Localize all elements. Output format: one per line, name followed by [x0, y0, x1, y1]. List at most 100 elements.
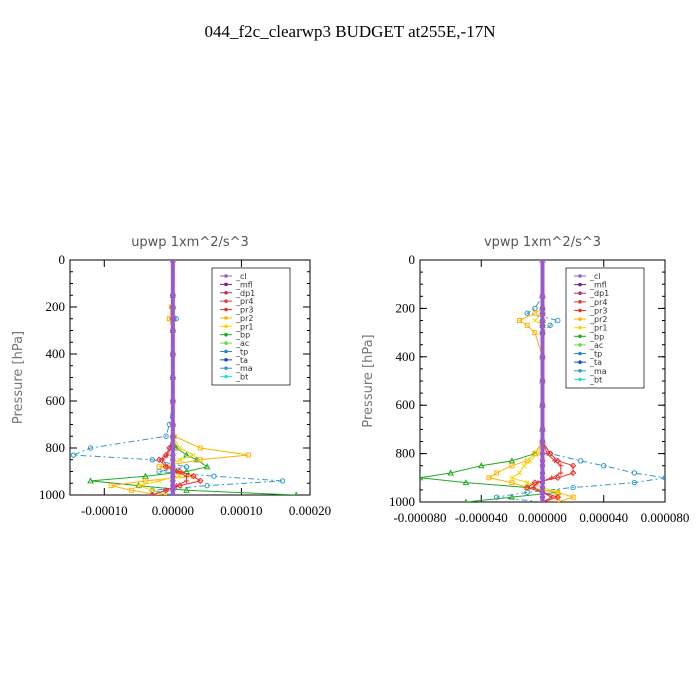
legend-label: _bt	[589, 375, 602, 384]
legend-marker	[578, 317, 582, 321]
legend-label: _ma	[235, 364, 253, 373]
data-point	[539, 402, 546, 408]
data-point	[539, 438, 546, 445]
x-tick-label: 0.00000	[152, 503, 194, 518]
legend-marker	[224, 366, 228, 371]
data-point	[494, 470, 500, 476]
y-tick-label: 600	[46, 393, 66, 408]
data-point	[203, 463, 211, 470]
data-point	[539, 293, 546, 299]
y-tick-label: 400	[396, 349, 416, 364]
data-point	[170, 292, 176, 298]
data-point	[170, 351, 176, 357]
data-point	[539, 426, 546, 433]
x-tick-label: 0.00010	[220, 503, 262, 518]
data-point	[447, 469, 454, 476]
legend-label: _pr3	[589, 306, 607, 315]
legend-label: _dp1	[235, 289, 255, 298]
data-point	[532, 310, 538, 316]
x-tick-label: -0.00010	[81, 503, 128, 518]
data-point	[142, 478, 148, 484]
y-axis-label: Pressure [hPa]	[11, 331, 26, 424]
data-point	[164, 464, 170, 470]
data-point	[662, 475, 665, 481]
data-point	[156, 478, 162, 484]
data-point	[170, 433, 176, 439]
data-point	[530, 484, 536, 490]
data-point	[136, 483, 141, 488]
y-tick-label: 800	[396, 446, 416, 461]
data-point	[570, 484, 576, 491]
data-point	[177, 445, 183, 451]
y-tick-label: 800	[46, 440, 66, 455]
data-point	[197, 477, 204, 485]
data-point	[549, 494, 555, 500]
data-point	[539, 329, 546, 336]
data-point	[142, 472, 149, 479]
data-point	[570, 494, 576, 500]
data-point	[183, 486, 190, 493]
y-tick-label: 1000	[389, 494, 415, 509]
legend-marker	[224, 316, 228, 320]
data-point	[170, 327, 176, 334]
data-point	[170, 398, 176, 404]
legend-label: _ac	[235, 339, 249, 348]
data-point	[569, 469, 577, 477]
y-axis-label: Pressure [hPa]	[361, 334, 376, 427]
legend-marker	[578, 291, 582, 296]
data-point	[631, 470, 638, 476]
data-point	[197, 457, 203, 463]
legend-marker	[578, 351, 582, 356]
legend-marker	[224, 290, 228, 295]
data-point	[517, 470, 522, 476]
legend-marker	[578, 308, 582, 313]
data-point	[509, 463, 515, 469]
data-point	[177, 473, 183, 479]
data-point	[532, 318, 538, 323]
data-point	[601, 463, 607, 469]
series-line-pr4	[532, 260, 562, 502]
legend-marker	[224, 332, 228, 337]
vpwp-panel: vpwp 1xm^2/s^3 Pressure [hPa] 0 200 400 600 80…	[361, 235, 689, 525]
legend-marker	[224, 307, 228, 312]
series-line-bp	[420, 260, 558, 502]
legend: _cl_mfl_dp1_pr4_pr3_pr2_pr1_bp_ac_tp_ta_…	[565, 267, 645, 389]
x-tick-label: -0.000080	[393, 510, 446, 525]
upwp-panel: upwp 1xm^2/s^3 Pressure [hPa] 0 200 400 600 80…	[11, 235, 331, 518]
legend-marker	[224, 299, 228, 303]
data-point	[544, 451, 550, 457]
data-point	[549, 475, 555, 481]
legend-label: _ma	[589, 367, 607, 376]
legend-marker	[224, 324, 228, 329]
legend-marker	[578, 377, 582, 382]
legend-marker	[578, 360, 582, 364]
y-tick-label: 200	[396, 300, 416, 315]
data-point	[539, 450, 546, 457]
x-tick-label: 0.00020	[289, 503, 331, 518]
x-tick-label: 0.000000	[518, 510, 567, 525]
data-point	[462, 479, 470, 486]
data-point	[554, 474, 562, 482]
series-line-pr4	[152, 260, 188, 495]
data-point	[245, 452, 251, 458]
legend-label: _bt	[235, 373, 248, 382]
series-group	[70, 260, 299, 495]
data-point	[87, 477, 94, 484]
y-tick-label: 0	[59, 252, 66, 267]
legend-label: _cl	[235, 272, 247, 281]
y-tick-label: 1000	[39, 487, 65, 502]
data-point	[539, 378, 546, 384]
data-point	[149, 487, 155, 493]
data-point	[558, 463, 564, 469]
data-point	[170, 421, 176, 428]
data-point	[184, 473, 190, 479]
data-point	[160, 457, 166, 463]
panel-title: vpwp 1xm^2/s^3	[484, 235, 601, 250]
data-point	[554, 493, 562, 501]
y-tick-label: 400	[46, 346, 66, 361]
data-point	[211, 473, 217, 479]
legend-marker	[224, 349, 228, 354]
legend-label: _dp1	[589, 289, 609, 298]
data-point	[569, 462, 577, 469]
